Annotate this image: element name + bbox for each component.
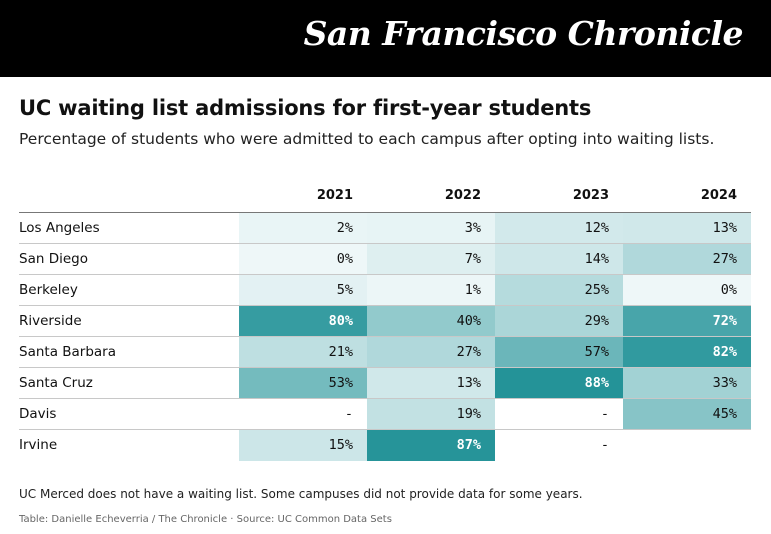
- value-cell: 7%: [367, 244, 495, 274]
- campus-label: Irvine: [19, 437, 58, 453]
- value-cell: 87%: [367, 430, 495, 461]
- data-table: 2021 2022 2023 2024 Los Angeles 2% 3% 12% 13% Sa…: [19, 183, 751, 461]
- value-cell: 12%: [495, 213, 623, 243]
- value-cell: 27%: [367, 337, 495, 367]
- source-credit: Table: Danielle Echeverria / The Chronic…: [19, 514, 392, 525]
- value-cell: 72%: [623, 306, 751, 336]
- value-cell: 88%: [495, 368, 623, 398]
- chart-subtitle: Percentage of students who were admitted…: [19, 130, 715, 148]
- value-cell: 80%: [239, 306, 367, 336]
- campus-label: Riverside: [19, 313, 82, 329]
- campus-label: Santa Cruz: [19, 375, 93, 391]
- value-cell: -: [600, 406, 609, 422]
- value-cell: 19%: [367, 399, 495, 429]
- value-cell: 2%: [239, 213, 367, 243]
- value-cell: [623, 430, 751, 461]
- value-cell: 53%: [239, 368, 367, 398]
- column-header-campus: [19, 183, 239, 212]
- value-cell: 57%: [495, 337, 623, 367]
- value-cell: 1%: [367, 275, 495, 305]
- footnote: UC Merced does not have a waiting list. …: [19, 487, 583, 501]
- value-cell: 82%: [623, 337, 751, 367]
- column-header-2022: 2022: [444, 188, 481, 203]
- column-header-2021: 2021: [316, 188, 353, 203]
- value-cell: 45%: [623, 399, 751, 429]
- table-row: Santa Barbara 21% 27% 57% 82%: [19, 337, 751, 368]
- value-cell: 0%: [623, 275, 751, 305]
- masthead: San Francisco Chronicle: [0, 0, 771, 77]
- value-cell: 40%: [367, 306, 495, 336]
- value-cell: 13%: [367, 368, 495, 398]
- value-cell: 0%: [239, 244, 367, 274]
- value-cell: 3%: [367, 213, 495, 243]
- table-header: 2021 2022 2023 2024: [19, 183, 751, 213]
- chronicle-logo[interactable]: San Francisco Chronicle: [303, 14, 744, 53]
- table-row: Davis -19% -45%: [19, 399, 751, 430]
- campus-label: Santa Barbara: [19, 344, 117, 360]
- table-body: Los Angeles 2% 3% 12% 13% San Diego 0% 7% 14% 27%…: [19, 213, 751, 461]
- value-cell: 13%: [623, 213, 751, 243]
- value-cell: -: [344, 406, 353, 422]
- campus-label: Los Angeles: [19, 220, 100, 236]
- table-row: Santa Cruz 53% 13% 88% 33%: [19, 368, 751, 399]
- table-row: Riverside 80% 40% 29% 72%: [19, 306, 751, 337]
- value-cell: 29%: [495, 306, 623, 336]
- chart-title: UC waiting list admissions for first-yea…: [19, 96, 592, 120]
- table-row: Berkeley 5% 1% 25% 0%: [19, 275, 751, 306]
- table-row: Irvine 15% 87% -: [19, 430, 751, 461]
- value-cell: -: [600, 437, 609, 453]
- value-cell: 33%: [623, 368, 751, 398]
- campus-label: Davis: [19, 406, 57, 422]
- value-cell: 27%: [623, 244, 751, 274]
- campus-label: Berkeley: [19, 282, 78, 298]
- table-row: San Diego 0% 7% 14% 27%: [19, 244, 751, 275]
- campus-label: San Diego: [19, 251, 88, 267]
- column-header-2024: 2024: [700, 188, 737, 203]
- value-cell: 5%: [239, 275, 367, 305]
- column-header-2023: 2023: [572, 188, 609, 203]
- value-cell: 21%: [239, 337, 367, 367]
- table-row: Los Angeles 2% 3% 12% 13%: [19, 213, 751, 244]
- value-cell: 25%: [495, 275, 623, 305]
- value-cell: 14%: [495, 244, 623, 274]
- value-cell: 15%: [239, 430, 367, 461]
